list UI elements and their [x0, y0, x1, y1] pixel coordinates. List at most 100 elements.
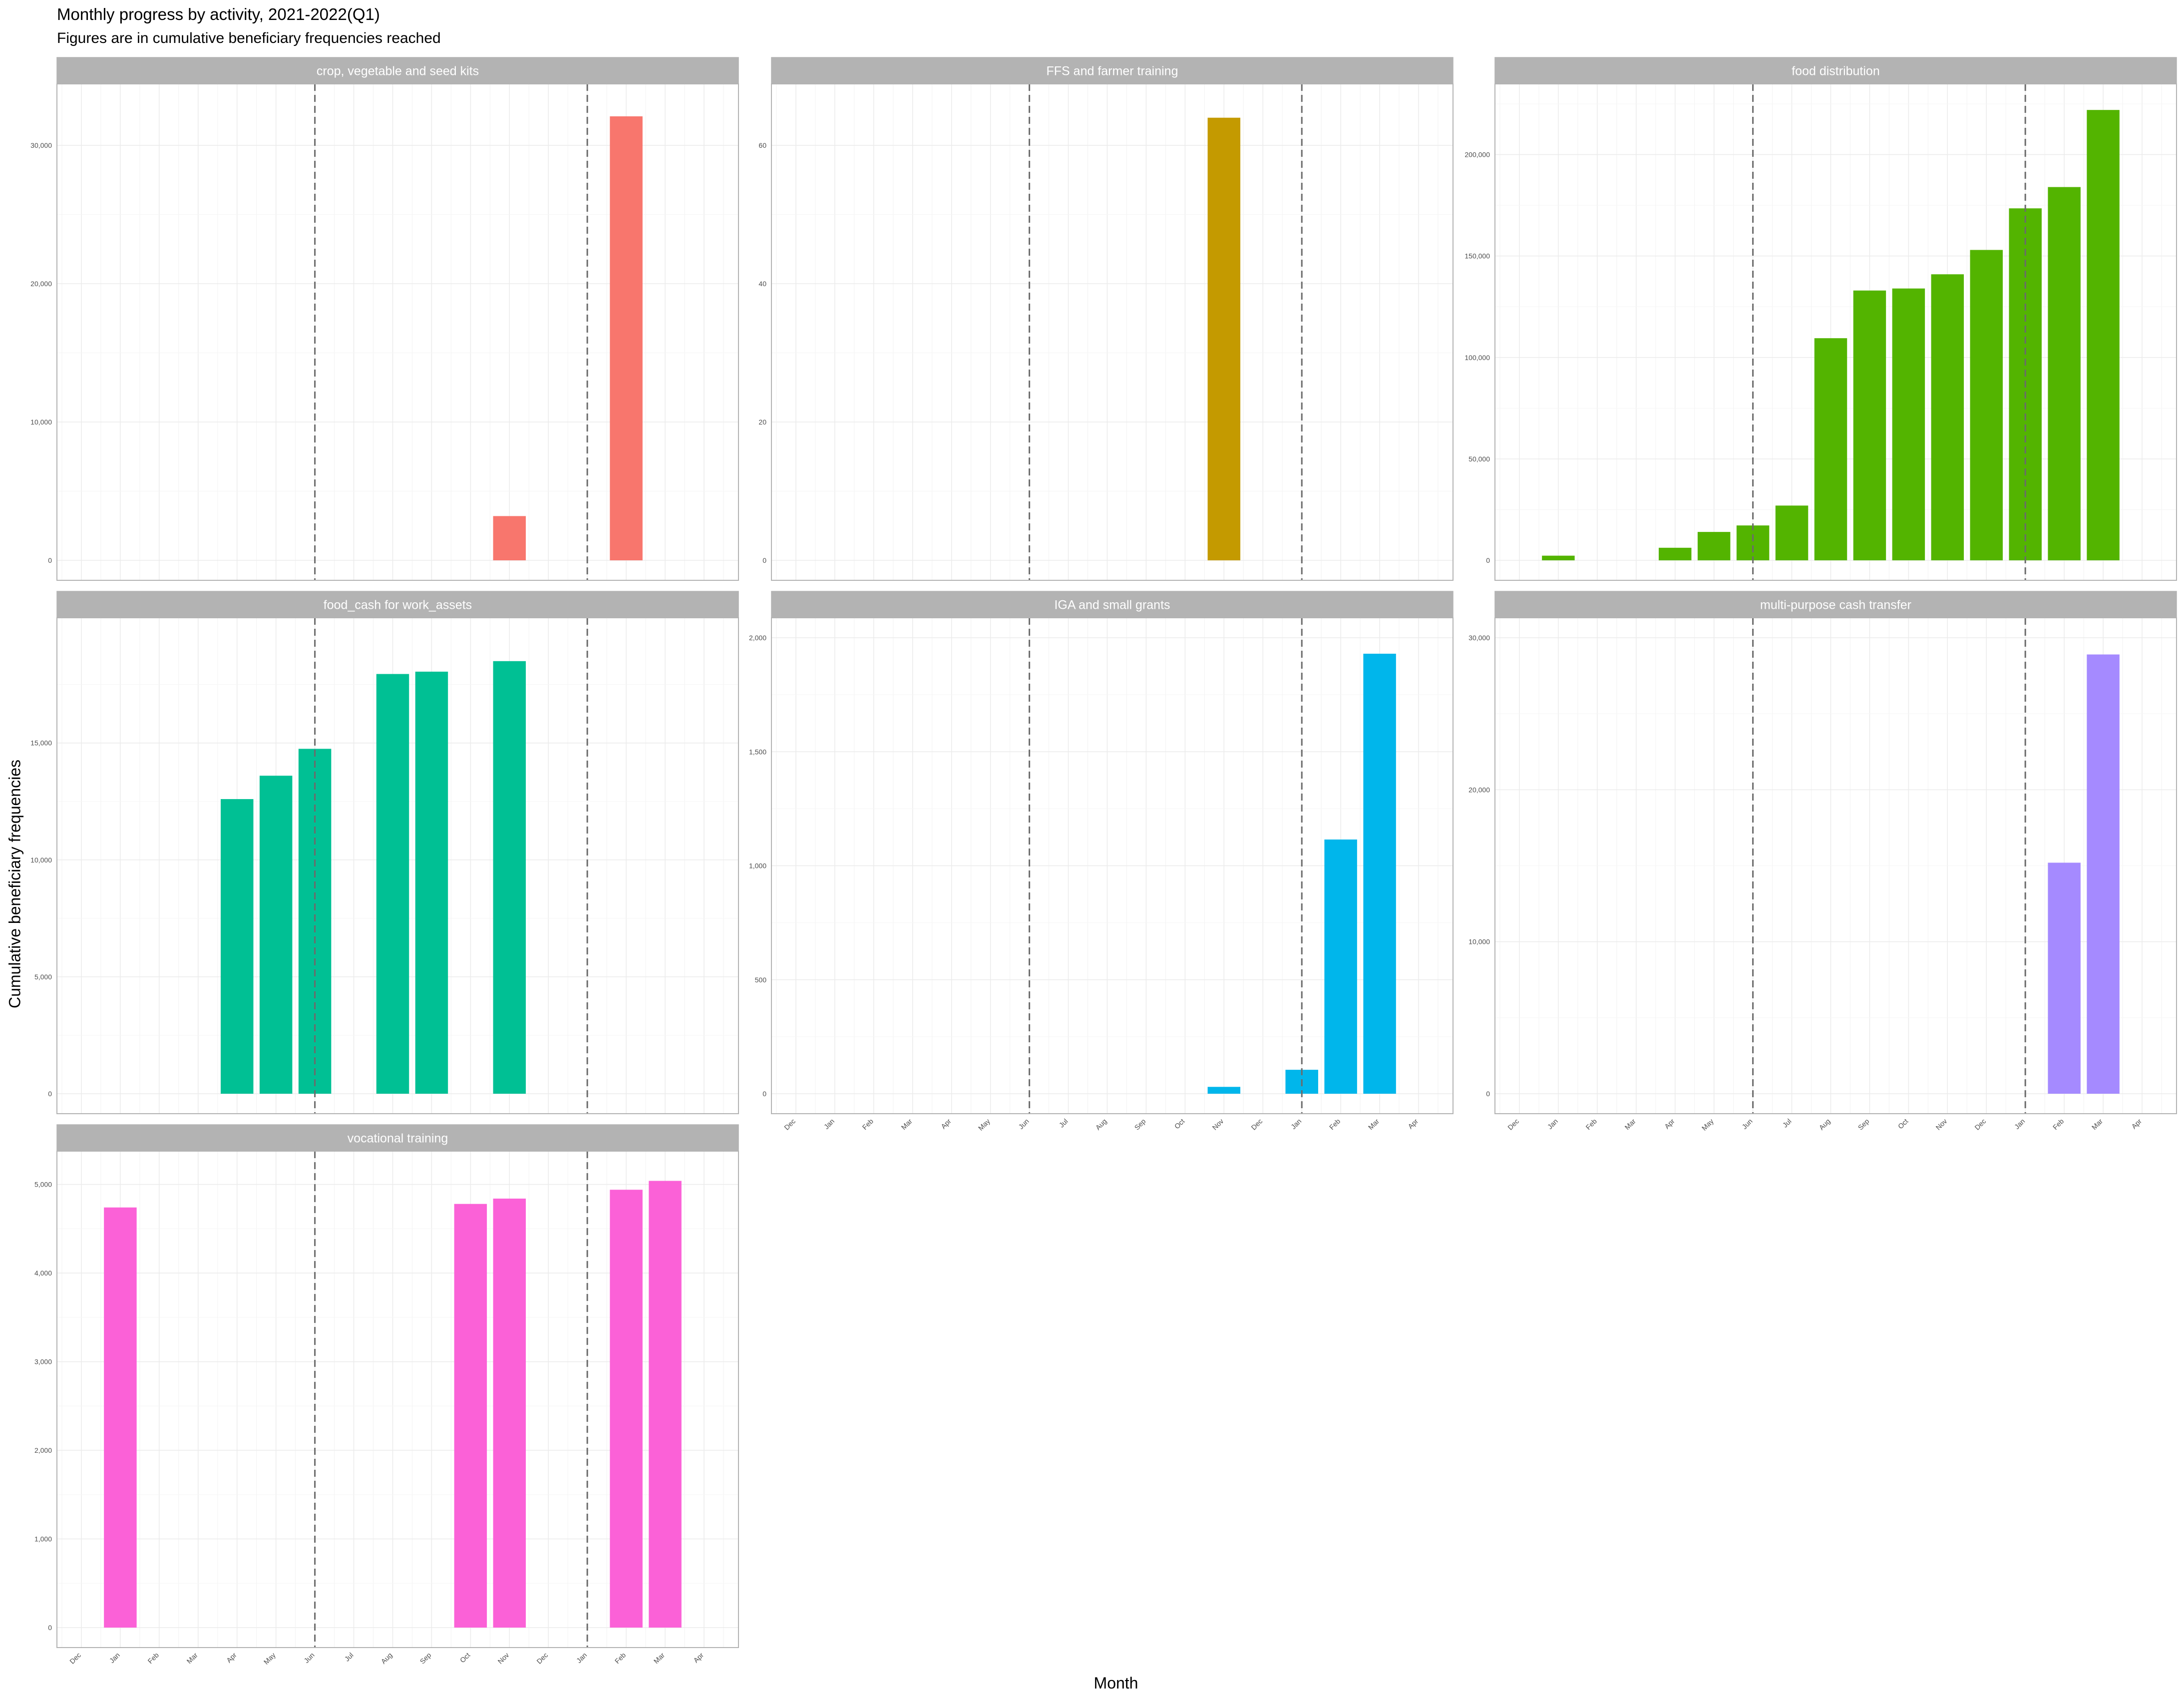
- y-tick-label: 4,000: [34, 1269, 52, 1277]
- y-tick-label: 0: [48, 1090, 52, 1098]
- strip-food-distribution: [1494, 57, 2177, 84]
- x-tick-label: Oct: [458, 1651, 472, 1665]
- x-axis-label: Month: [1093, 1674, 1138, 1692]
- x-tick-label: Jun: [1740, 1117, 1754, 1131]
- x-tick-label: Sep: [1133, 1117, 1147, 1132]
- y-tick-label: 0: [762, 556, 766, 564]
- y-tick-label: 150,000: [1464, 252, 1490, 260]
- x-tick-label: Jan: [1289, 1117, 1303, 1131]
- bar-food-distribution: [1697, 532, 1731, 560]
- x-tick-label: Mar: [2090, 1117, 2105, 1132]
- strip-label: IGA and small grants: [1054, 598, 1170, 612]
- x-tick-label: Sep: [1856, 1117, 1871, 1132]
- x-tick-label: Aug: [1818, 1117, 1832, 1132]
- y-tick-label: 10,000: [30, 418, 52, 426]
- y-tick-label: 1,000: [749, 862, 766, 870]
- x-tick-label: Jan: [1546, 1117, 1559, 1131]
- y-tick-label: 200,000: [1464, 151, 1490, 159]
- x-tick-label: Nov: [496, 1651, 511, 1666]
- y-tick-label: 0: [1486, 556, 1490, 564]
- y-tick-label: 2,000: [34, 1446, 52, 1454]
- y-tick-label: 0: [1486, 1090, 1490, 1098]
- y-tick-label: 2,000: [749, 634, 766, 642]
- bar-food-distribution: [1736, 525, 1770, 560]
- panel-background-ffs-and-farmer-training: [771, 84, 1453, 580]
- bar-food-distribution: [1892, 288, 1925, 560]
- x-tick-label: Mar: [1623, 1117, 1638, 1132]
- strip-food-cash-for-work-assets: [56, 591, 739, 618]
- bar-food-distribution: [1853, 290, 1886, 560]
- x-tick-label: Mar: [1367, 1117, 1381, 1132]
- bar-vocational-training: [610, 1190, 643, 1628]
- y-tick-label: 5,000: [34, 973, 52, 981]
- bar-food-cash-for-work-assets: [221, 799, 254, 1094]
- x-tick-label: Feb: [1328, 1117, 1342, 1132]
- y-tick-label: 40: [758, 280, 766, 288]
- y-tick-label: 15,000: [30, 739, 52, 747]
- y-tick-label: 1,500: [749, 748, 766, 756]
- strip-iga-and-small-grants: [771, 591, 1454, 618]
- bar-vocational-training: [493, 1199, 526, 1628]
- x-tick-label: Feb: [861, 1117, 875, 1132]
- x-tick-label: Dec: [1506, 1117, 1520, 1132]
- x-tick-label: Feb: [1584, 1117, 1599, 1132]
- strip-label: food_cash for work_assets: [324, 598, 472, 612]
- chart-title: Monthly progress by activity, 2021-2022(…: [57, 5, 380, 23]
- bar-food-distribution: [1814, 338, 1847, 560]
- x-tick-label: Jul: [343, 1651, 355, 1663]
- bar-food-distribution: [1542, 555, 1575, 560]
- x-tick-label: Mar: [900, 1117, 914, 1132]
- bar-vocational-training: [649, 1181, 682, 1628]
- x-tick-label: Apr: [2130, 1117, 2143, 1131]
- strip-label: crop, vegetable and seed kits: [317, 64, 479, 78]
- y-tick-label: 100,000: [1464, 354, 1490, 362]
- strip-label: vocational training: [348, 1132, 448, 1146]
- x-tick-label: Dec: [1249, 1117, 1264, 1132]
- x-tick-label: May: [1700, 1117, 1715, 1132]
- bar-crop-vegetable-and-seed-kits: [610, 116, 643, 561]
- bar-food-distribution: [1970, 250, 2003, 561]
- x-tick-label: Jan: [822, 1117, 836, 1131]
- bar-crop-vegetable-and-seed-kits: [493, 516, 526, 560]
- bar-ffs-and-farmer-training: [1207, 117, 1241, 561]
- x-tick-label: Mar: [652, 1651, 667, 1666]
- x-tick-label: Jun: [1017, 1117, 1030, 1131]
- bar-iga-and-small-grants: [1207, 1087, 1241, 1094]
- y-tick-label: 20,000: [30, 280, 52, 288]
- y-tick-label: 30,000: [30, 141, 52, 149]
- y-axis-label: Cumulative beneficiary frequencies: [5, 759, 24, 1009]
- bar-food-cash-for-work-assets: [376, 674, 409, 1094]
- y-tick-label: 5,000: [34, 1181, 52, 1189]
- bar-vocational-training: [454, 1204, 487, 1628]
- bar-food-distribution: [2087, 110, 2120, 561]
- bar-multi-purpose-cash-transfer: [2048, 862, 2081, 1094]
- x-tick-label: Apr: [1663, 1117, 1676, 1131]
- y-tick-label: 10,000: [1468, 938, 1490, 946]
- y-tick-label: 0: [48, 556, 52, 564]
- y-tick-label: 30,000: [1468, 634, 1490, 642]
- bar-food-cash-for-work-assets: [259, 776, 293, 1094]
- strip-ffs-and-farmer-training: [771, 57, 1454, 84]
- x-tick-label: Nov: [1934, 1117, 1949, 1132]
- strip-crop-vegetable-and-seed-kits: [56, 57, 739, 84]
- x-tick-label: Feb: [2051, 1117, 2066, 1132]
- bar-iga-and-small-grants: [1324, 840, 1357, 1094]
- x-tick-label: Apr: [225, 1651, 238, 1665]
- bar-food-distribution: [2048, 187, 2081, 560]
- x-tick-label: May: [262, 1651, 277, 1666]
- y-tick-label: 20: [758, 418, 766, 426]
- x-tick-label: Oct: [1896, 1117, 1910, 1131]
- x-tick-label: Dec: [535, 1651, 549, 1666]
- strip-multi-purpose-cash-transfer: [1494, 591, 2177, 618]
- bar-food-distribution: [1659, 547, 1692, 560]
- x-tick-label: Apr: [692, 1651, 705, 1665]
- x-tick-label: Mar: [185, 1651, 200, 1666]
- y-tick-label: 3,000: [34, 1358, 52, 1366]
- x-tick-label: Jan: [108, 1651, 121, 1665]
- x-tick-label: Apr: [939, 1117, 953, 1131]
- x-tick-label: Jul: [1058, 1117, 1070, 1129]
- x-tick-label: Feb: [613, 1651, 628, 1666]
- x-tick-label: Jul: [1781, 1117, 1793, 1129]
- strip-label: food distribution: [1792, 64, 1880, 78]
- y-tick-label: 500: [755, 976, 767, 984]
